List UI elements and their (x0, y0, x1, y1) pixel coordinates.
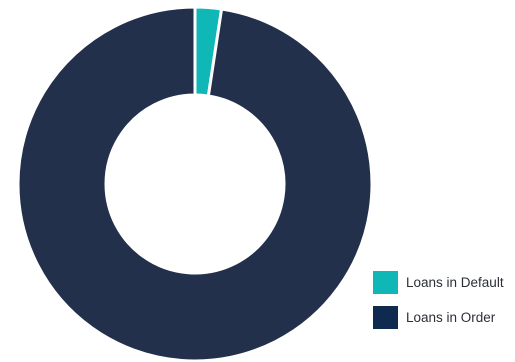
donut-slice-loans-in-order (16, 5, 374, 362)
legend-item-loans-in-default: Loans in Default (373, 270, 504, 294)
legend-label-loans-in-default: Loans in Default (406, 274, 504, 290)
legend-swatch-loans-in-order (373, 305, 398, 329)
legend-label-loans-in-order: Loans in Order (406, 309, 496, 325)
legend: Loans in Default Loans in Order (373, 270, 504, 340)
legend-swatch-loans-in-default (373, 270, 398, 294)
legend-item-loans-in-order: Loans in Order (373, 305, 504, 329)
